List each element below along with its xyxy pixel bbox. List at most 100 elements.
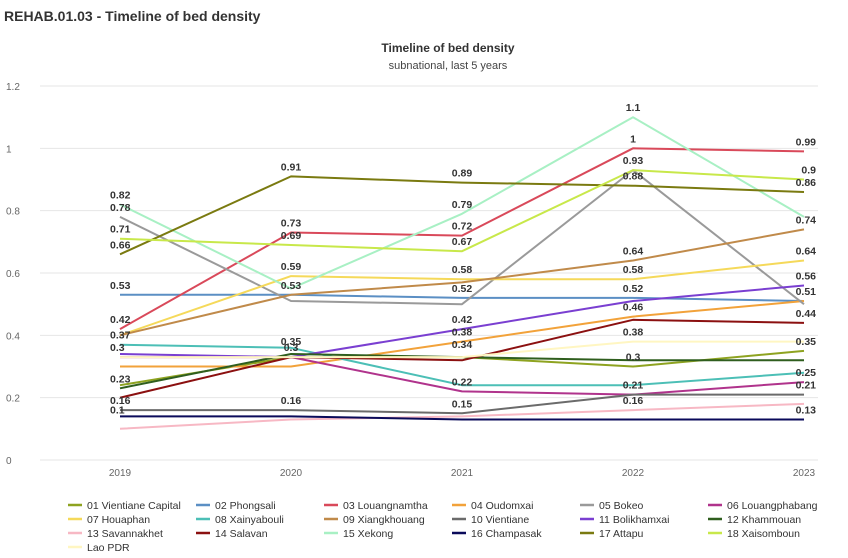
- x-axis: 2019 2020 2021 2022 2023: [109, 468, 816, 479]
- legend-item[interactable]: 09 Xiangkhouang: [343, 514, 425, 526]
- legend-item[interactable]: 10 Vientiane: [471, 514, 529, 526]
- data-label: 0.52: [623, 283, 644, 295]
- series-line: [120, 415, 804, 421]
- y-tick-label: 0.2: [6, 394, 20, 405]
- data-label: 0.93: [623, 155, 644, 167]
- data-label: 0.99: [796, 136, 817, 148]
- data-label: 0.15: [452, 398, 473, 410]
- data-label: 1.1: [626, 102, 641, 114]
- data-label: 0.74: [796, 214, 817, 226]
- data-label: 0.58: [623, 264, 644, 276]
- data-label: 0.72: [452, 221, 473, 233]
- data-label: 0.37: [110, 330, 131, 342]
- data-label: 0.79: [452, 199, 473, 211]
- data-label: 0.3: [626, 352, 641, 364]
- series-line: [119, 116, 805, 290]
- legend-item[interactable]: 15 Xekong: [343, 528, 393, 540]
- series-line: [119, 175, 805, 256]
- chart-subtitle: subnational, last 5 years: [389, 60, 508, 72]
- legend-item[interactable]: 17 Attapu: [599, 528, 644, 540]
- data-label: 0.53: [281, 280, 302, 292]
- legend-item[interactable]: 14 Salavan: [215, 528, 268, 540]
- data-label: 0.35: [796, 336, 817, 348]
- data-label: 0.21: [796, 380, 817, 392]
- data-label: 0.56: [796, 270, 817, 282]
- data-label: 0.23: [110, 373, 131, 385]
- data-label: 0.35: [281, 336, 302, 348]
- series-line: [119, 402, 805, 430]
- legend-item[interactable]: 07 Houaphan: [87, 514, 150, 526]
- data-label: 0.71: [110, 224, 131, 236]
- x-tick-label: 2020: [280, 468, 303, 479]
- data-label: 0.44: [796, 308, 817, 320]
- y-tick-label: 1.2: [6, 82, 20, 93]
- data-label: 0.21: [623, 380, 644, 392]
- legend-item[interactable]: 12 Khammouan: [727, 514, 801, 526]
- data-label: 0.69: [281, 230, 302, 242]
- data-label: 0.46: [623, 302, 644, 314]
- series-line: [119, 318, 805, 399]
- data-label: 0.16: [281, 395, 302, 407]
- data-label: 0.82: [110, 189, 131, 201]
- series-line: [119, 284, 805, 359]
- data-label: 0.3: [110, 342, 125, 354]
- page-title: REHAB.01.03 - Timeline of bed density: [4, 8, 261, 24]
- grid-lines: [40, 85, 818, 461]
- data-label: 0.91: [281, 161, 302, 173]
- series-line: [120, 340, 804, 359]
- data-label: 0.1: [110, 404, 125, 416]
- x-tick-label: 2021: [451, 468, 474, 479]
- data-label: 0.78: [110, 202, 131, 214]
- data-label: 0.13: [796, 404, 817, 416]
- data-label: 0.58: [452, 264, 473, 276]
- legend-item[interactable]: 03 Louangnamtha: [343, 500, 428, 512]
- data-label: 0.67: [452, 236, 473, 248]
- data-label: 0.22: [452, 376, 473, 388]
- chart-title: Timeline of bed density: [381, 41, 514, 55]
- data-label: 0.88: [623, 171, 644, 183]
- data-label: 0.53: [110, 280, 131, 292]
- legend-item[interactable]: 04 Oudomxai: [471, 500, 533, 512]
- legend-item[interactable]: 02 Phongsali: [215, 500, 276, 512]
- legend-item[interactable]: Lao PDR: [87, 542, 130, 554]
- series-line: [119, 228, 805, 337]
- legend-item[interactable]: 06 Louangphabang: [727, 500, 818, 512]
- data-label: 0.66: [110, 239, 131, 251]
- data-label: 0.52: [452, 283, 473, 295]
- y-tick-label: 1: [6, 144, 12, 155]
- series-line: [119, 169, 805, 306]
- data-label: 0.3: [284, 342, 299, 354]
- series-lines: [119, 116, 805, 430]
- series-line: [120, 300, 805, 368]
- y-tick-label: 0.6: [6, 269, 20, 280]
- data-label: 0.64: [796, 246, 817, 258]
- data-label: 0.25: [796, 367, 817, 379]
- legend-item[interactable]: 16 Champasak: [471, 528, 542, 540]
- x-tick-label: 2022: [622, 468, 645, 479]
- data-label: 0.38: [452, 327, 473, 339]
- legend-item[interactable]: 11 Bolikhamxai: [599, 514, 669, 526]
- data-label: 0.42: [110, 314, 131, 326]
- data-label: 1: [630, 133, 636, 145]
- y-axis: 0 0.2 0.4 0.6 0.8 1 1.2: [6, 82, 20, 467]
- legend-item[interactable]: 01 Vientiane Capital: [87, 500, 181, 512]
- data-label: 0.9: [801, 165, 816, 177]
- legend-item[interactable]: 13 Savannakhet: [87, 528, 163, 540]
- legend: 01 Vientiane Capital 02 Phongsali 03 Louan…: [68, 500, 818, 554]
- series-line: [120, 393, 804, 415]
- legend-item[interactable]: 05 Bokeo: [599, 500, 644, 512]
- data-label: 0.16: [110, 395, 131, 407]
- legend-item[interactable]: 08 Xainyabouli: [215, 514, 284, 526]
- data-label: 0.86: [796, 177, 817, 189]
- legend-item[interactable]: 18 Xaisomboun: [727, 528, 800, 540]
- x-tick-label: 2023: [793, 468, 816, 479]
- y-tick-label: 0.8: [6, 207, 20, 218]
- series-line: [119, 343, 805, 387]
- data-label: 0.73: [281, 217, 302, 229]
- series-line: [119, 259, 805, 337]
- data-label: 0.34: [452, 339, 473, 351]
- series-line: [119, 169, 805, 253]
- x-tick-label: 2019: [109, 468, 132, 479]
- data-label: 0.42: [452, 314, 473, 326]
